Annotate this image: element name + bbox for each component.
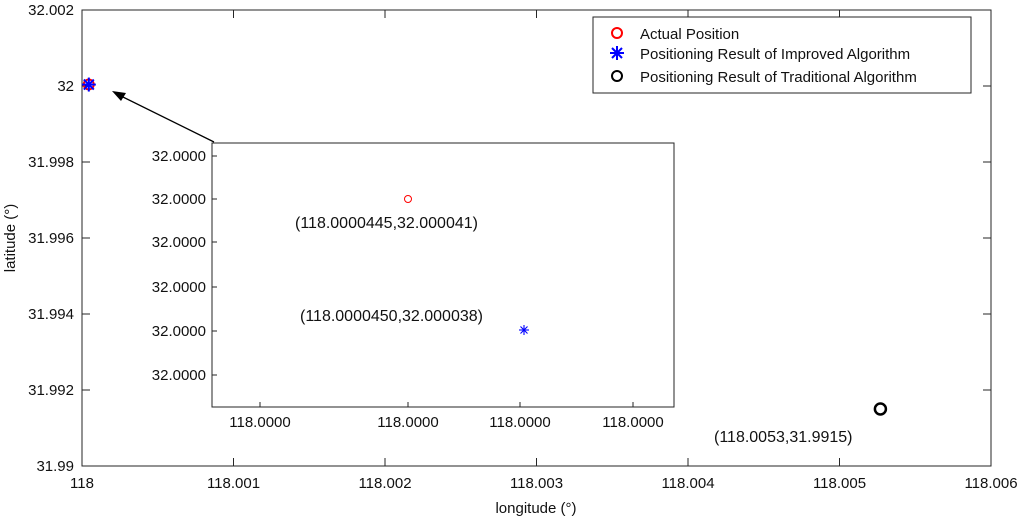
y-axis-label: latitude (°): [2, 204, 19, 273]
inset-label-improved: (118.0000450,32.000038): [300, 308, 483, 325]
x-tick-label: 118.001: [207, 475, 260, 492]
asterisk-stroke: [83, 78, 95, 91]
x-tick-label: 118.004: [661, 475, 714, 492]
zoom-arrow-line: [120, 95, 215, 143]
y-tick-label: 31.99: [36, 458, 74, 475]
traditional-algorithm-marker: [873, 402, 888, 416]
inset-y-tick-label: 32.0000: [152, 148, 206, 165]
y-tick-label: 32: [57, 78, 74, 95]
x-axis-label: longitude (°): [495, 500, 576, 517]
improved-algorithm-marker: [81, 77, 96, 92]
legend: Actual Position Positioning Result of Im…: [592, 16, 972, 94]
traditional-point-annotation: (118.0053,31.9915): [714, 429, 852, 446]
zoom-arrow-head: [112, 91, 126, 101]
inset-label-actual: (118.0000445,32.000041): [295, 215, 478, 232]
legend-label-actual-position: Actual Position: [640, 26, 739, 43]
inset-x-tick-label: 118.0000: [377, 414, 438, 431]
inset-x-tick-label: 118.0000: [602, 414, 663, 431]
x-tick-label: 118.003: [510, 475, 563, 492]
y-tick-label: 32.002: [28, 2, 74, 19]
legend-improved-algorithm-marker: [610, 46, 624, 60]
inset-axes-box: [211, 142, 675, 408]
x-tick-label: 118.002: [358, 475, 411, 492]
x-tick-label: 118.005: [813, 475, 866, 492]
inset-x-tick-label: 118.0000: [229, 414, 290, 431]
inset-y-tick-label: 32.0000: [152, 234, 206, 251]
legend-label-traditional-algorithm: Positioning Result of Traditional Algori…: [640, 69, 917, 86]
legend-box: [592, 16, 972, 94]
inset-y-tick-label: 32.0000: [152, 323, 206, 340]
legend-actual-position-marker: [611, 27, 623, 39]
x-tick-label: 118: [70, 475, 94, 492]
inset-y-tick-label: 32.0000: [152, 191, 206, 208]
inset: 118.0000 118.0000 118.0000 118.0000 32.0000…: [152, 142, 675, 431]
x-tick-label: 118.006: [964, 475, 1017, 492]
inset-x-tick-label: 118.0000: [489, 414, 550, 431]
inset-y-tick-label: 32.0000: [152, 279, 206, 296]
y-tick-label: 31.996: [28, 230, 74, 247]
legend-traditional-algorithm-marker: [611, 70, 623, 82]
inset-y-tick-label: 32.0000: [152, 367, 206, 384]
legend-label-improved-algorithm: Positioning Result of Improved Algorithm: [640, 46, 910, 63]
inset-improved-algorithm-marker: [519, 325, 529, 335]
y-tick-label: 31.992: [28, 382, 74, 399]
inset-actual-position-marker: [404, 195, 412, 203]
y-tick-label: 31.998: [28, 154, 74, 171]
y-tick-label: 31.994: [28, 306, 74, 323]
